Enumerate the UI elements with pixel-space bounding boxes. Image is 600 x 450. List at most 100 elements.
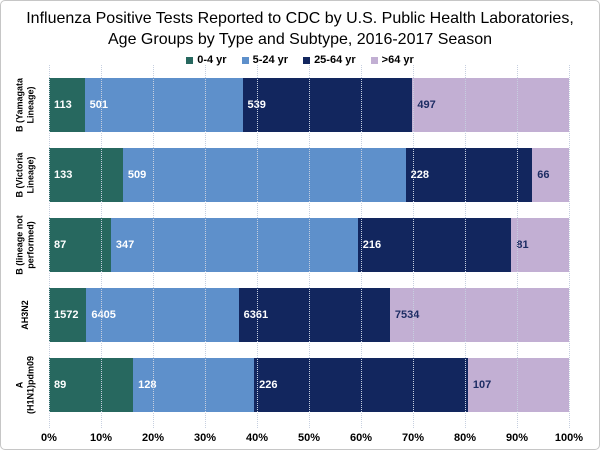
y-axis-label: B (Victoria Lineage) bbox=[15, 142, 36, 208]
legend-label: 5-24 yr bbox=[252, 54, 289, 66]
bar-segment: 6405 bbox=[86, 288, 239, 342]
y-axis-cell: AH3N2 bbox=[1, 280, 49, 350]
y-axis-label-line: performed) bbox=[25, 221, 35, 269]
bar-segment: 7534 bbox=[389, 288, 569, 342]
bar-row: 113 501 539 497 bbox=[49, 70, 569, 140]
x-tick-label: 100% bbox=[554, 432, 584, 444]
segment-value-label: 226 bbox=[259, 379, 278, 391]
bar: 1572 6405 6361 7534 bbox=[49, 288, 569, 342]
bar-segment: 133 bbox=[49, 148, 123, 202]
legend-swatch bbox=[303, 56, 311, 64]
segment-value-label: 113 bbox=[54, 99, 72, 111]
y-axis-label-line: B (lineage not bbox=[14, 215, 25, 275]
gridline bbox=[205, 65, 206, 428]
y-axis-label-line: A bbox=[14, 381, 25, 389]
bar-segment: 81 bbox=[511, 218, 569, 272]
y-axis-label-line: B (Yamagata bbox=[14, 77, 25, 133]
segment-value-label: 81 bbox=[516, 239, 529, 251]
legend-swatch bbox=[370, 56, 378, 64]
legend-swatch bbox=[241, 56, 249, 64]
chart-title: Influenza Positive Tests Reported to CDC… bbox=[26, 10, 574, 48]
x-tick-label: 20% bbox=[141, 432, 165, 444]
bar-segment: 128 bbox=[133, 358, 255, 412]
bar-segment: 107 bbox=[467, 358, 569, 412]
segment-value-label: 66 bbox=[537, 169, 550, 181]
x-tick-label: 60% bbox=[349, 432, 373, 444]
y-axis-label-line: AH3N2 bbox=[19, 300, 30, 330]
bar-segment: 1572 bbox=[49, 288, 87, 342]
bar-rows: 113 501 539 497 133 509 228 66 87 347 216 81 1572 640… bbox=[49, 70, 569, 420]
segment-value-label: 1572 bbox=[54, 309, 79, 321]
plot-area: 113 501 539 497 133 509 228 66 87 347 216 81 1572 640… bbox=[49, 65, 570, 428]
bar: 113 501 539 497 bbox=[49, 78, 569, 132]
x-tick-label: 0% bbox=[41, 432, 57, 444]
legend-label: >64 yr bbox=[381, 54, 414, 66]
bar-segment: 89 bbox=[49, 358, 134, 412]
x-tick-label: 40% bbox=[245, 432, 269, 444]
legend-item: 25-64 yr bbox=[303, 54, 356, 66]
bar-row: 133 509 228 66 bbox=[49, 140, 569, 210]
segment-value-label: 216 bbox=[362, 239, 382, 251]
y-axis-label: B (Yamagata Lineage) bbox=[15, 72, 36, 138]
gridline bbox=[257, 65, 258, 428]
bar-segment: 539 bbox=[242, 78, 413, 132]
x-tick-label: 50% bbox=[297, 432, 321, 444]
segment-value-label: 501 bbox=[89, 99, 108, 111]
y-axis-cell: A (H1N1)pdm09 bbox=[1, 350, 49, 420]
y-axis: B (Yamagata Lineage) B (Victoria Lineage) B … bbox=[1, 70, 49, 420]
bar-row: 87 347 216 81 bbox=[49, 210, 569, 280]
legend: 0-4 yr 5-24 yr 25-64 yr >64 yr bbox=[1, 53, 599, 67]
segment-value-label: 133 bbox=[54, 169, 73, 181]
bar-segment: 228 bbox=[405, 148, 533, 202]
bar: 87 347 216 81 bbox=[49, 218, 569, 272]
legend-item: >64 yr bbox=[370, 54, 414, 66]
bar-row: 1572 6405 6361 7534 bbox=[49, 280, 569, 350]
segment-value-label: 347 bbox=[115, 239, 135, 251]
bar-segment: 216 bbox=[357, 218, 512, 272]
y-axis-cell: B (lineage not performed) bbox=[1, 210, 49, 280]
legend-label: 0-4 yr bbox=[197, 54, 227, 66]
gridline bbox=[361, 65, 362, 428]
gridline bbox=[465, 65, 466, 428]
segment-value-label: 539 bbox=[247, 99, 266, 111]
bar-segment: 347 bbox=[110, 218, 358, 272]
y-axis-label: AH3N2 bbox=[20, 282, 31, 348]
segment-value-label: 87 bbox=[54, 239, 67, 251]
segment-value-label: 128 bbox=[138, 379, 157, 391]
gridline bbox=[517, 65, 518, 428]
bar-segment: 501 bbox=[84, 78, 243, 132]
legend-item: 5-24 yr bbox=[241, 54, 289, 66]
segment-value-label: 497 bbox=[417, 99, 436, 111]
segment-value-label: 107 bbox=[472, 379, 492, 391]
y-axis-label-line: (H1N1)pdm09 bbox=[25, 356, 35, 415]
y-axis-label-line: Lineage) bbox=[25, 86, 35, 124]
bar-segment: 226 bbox=[254, 358, 468, 412]
legend-item: 0-4 yr bbox=[186, 54, 227, 66]
y-axis-cell: B (Yamagata Lineage) bbox=[1, 70, 49, 140]
segment-value-label: 228 bbox=[410, 169, 429, 181]
segment-value-label: 6361 bbox=[243, 309, 269, 321]
y-axis-label: A (H1N1)pdm09 bbox=[15, 352, 36, 418]
bar-segment: 87 bbox=[49, 218, 111, 272]
y-axis-label: B (lineage not performed) bbox=[15, 212, 36, 278]
x-tick-label: 90% bbox=[505, 432, 529, 444]
segment-value-label: 89 bbox=[54, 379, 67, 391]
gridline bbox=[101, 65, 102, 428]
segment-value-label: 6405 bbox=[91, 309, 116, 321]
legend-swatch bbox=[186, 56, 194, 64]
y-axis-label-line: Lineage) bbox=[25, 156, 35, 194]
gridline bbox=[49, 65, 50, 428]
x-tick-label: 80% bbox=[453, 432, 477, 444]
legend-label: 25-64 yr bbox=[314, 54, 356, 66]
bar-segment: 509 bbox=[122, 148, 406, 202]
x-tick-label: 10% bbox=[89, 432, 113, 444]
y-axis-cell: B (Victoria Lineage) bbox=[1, 140, 49, 210]
gridline bbox=[153, 65, 154, 428]
bar-segment: 113 bbox=[49, 78, 85, 132]
x-axis: 0% 10% 20% 30% 40% 50% 60% 70% 80% 90% 100% bbox=[41, 432, 583, 446]
segment-value-label: 7534 bbox=[394, 309, 420, 321]
bar: 133 509 228 66 bbox=[49, 148, 569, 202]
gridline bbox=[569, 65, 570, 428]
gridline bbox=[413, 65, 414, 428]
